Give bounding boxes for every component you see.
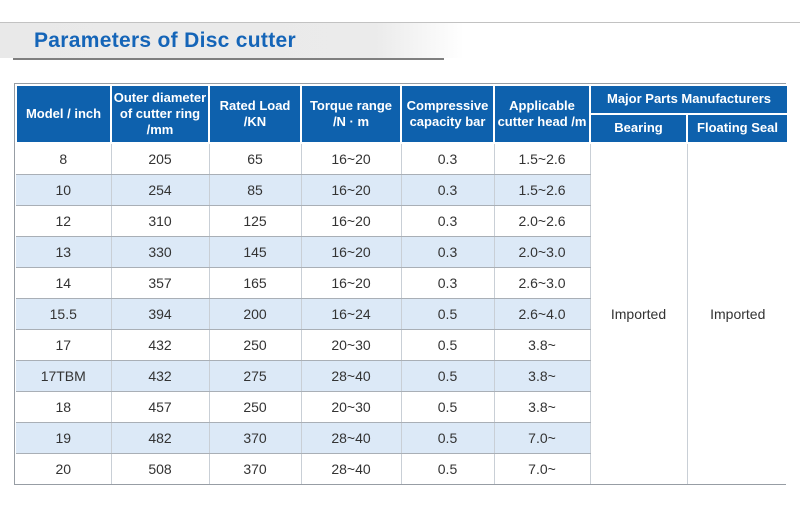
cell-outer-diameter: 254 <box>111 174 210 206</box>
cell-compressive: 0.5 <box>401 453 495 484</box>
cell-torque-range: 16~20 <box>301 267 402 299</box>
cell-rated-load: 275 <box>209 360 302 392</box>
table-row: 12 310 125 16~20 0.3 2.0~2.6 <box>16 205 788 237</box>
cell-outer-diameter: 482 <box>111 422 210 454</box>
cell-rated-load: 145 <box>209 236 302 268</box>
cell-outer-diameter: 432 <box>111 329 210 361</box>
cell-model: 20 <box>16 453 112 484</box>
table-body: 8 205 65 16~20 0.3 1.5~2.6 Imported Impo… <box>16 143 788 484</box>
cell-cutter-head: 7.0~ <box>494 422 591 454</box>
cell-outer-diameter: 457 <box>111 391 210 423</box>
table-row: 10 254 85 16~20 0.3 1.5~2.6 <box>16 174 788 206</box>
cell-outer-diameter: 310 <box>111 205 210 237</box>
table-row: 15.5 394 200 16~24 0.5 2.6~4.0 <box>16 298 788 330</box>
cell-compressive: 0.5 <box>401 422 495 454</box>
cell-rated-load: 370 <box>209 453 302 484</box>
cell-compressive: 0.5 <box>401 298 495 330</box>
cell-cutter-head: 1.5~2.6 <box>494 174 591 206</box>
table-header: Model / inch Outer diameter of cutter ri… <box>15 84 789 144</box>
cell-cutter-head: 2.6~3.0 <box>494 267 591 299</box>
table-row: 17 432 250 20~30 0.5 3.8~ <box>16 329 788 361</box>
cell-outer-diameter: 394 <box>111 298 210 330</box>
table-row: 17TBM 432 275 28~40 0.5 3.8~ <box>16 360 788 392</box>
col-header-outer-diameter: Outer diameter of cutter ring /mm <box>110 84 210 144</box>
cell-compressive: 0.3 <box>401 174 495 206</box>
cell-cutter-head: 3.8~ <box>494 360 591 392</box>
cell-model: 17 <box>16 329 112 361</box>
cell-torque-range: 16~20 <box>301 174 402 206</box>
cell-model: 13 <box>16 236 112 268</box>
col-header-rated-load: Rated Load /KN <box>208 84 302 144</box>
cell-compressive: 0.5 <box>401 391 495 423</box>
cell-compressive: 0.3 <box>401 236 495 268</box>
cell-cutter-head: 2.6~4.0 <box>494 298 591 330</box>
table-row: 18 457 250 20~30 0.5 3.8~ <box>16 391 788 423</box>
table-row: 20 508 370 28~40 0.5 7.0~ <box>16 453 788 484</box>
cell-torque-range: 20~30 <box>301 391 402 423</box>
cell-torque-range: 28~40 <box>301 360 402 392</box>
cell-outer-diameter: 432 <box>111 360 210 392</box>
cell-model: 12 <box>16 205 112 237</box>
col-header-model: Model / inch <box>15 84 112 144</box>
cell-outer-diameter: 508 <box>111 453 210 484</box>
cell-rated-load: 165 <box>209 267 302 299</box>
cell-compressive: 0.5 <box>401 329 495 361</box>
cell-torque-range: 20~30 <box>301 329 402 361</box>
cell-model: 18 <box>16 391 112 423</box>
parameters-table-wrap: Model / inch Outer diameter of cutter ri… <box>14 83 789 485</box>
cell-torque-range: 16~24 <box>301 298 402 330</box>
cell-compressive: 0.3 <box>401 143 495 175</box>
table-row: 19 482 370 28~40 0.5 7.0~ <box>16 422 788 454</box>
cell-rated-load: 85 <box>209 174 302 206</box>
cell-compressive: 0.3 <box>401 267 495 299</box>
cell-model: 19 <box>16 422 112 454</box>
cell-compressive: 0.5 <box>401 360 495 392</box>
cell-torque-range: 28~40 <box>301 453 402 484</box>
cell-cutter-head: 2.0~2.6 <box>494 205 591 237</box>
header-row-sub: Bearing Floating Seal <box>16 113 789 144</box>
cell-cutter-head: 3.8~ <box>494 391 591 423</box>
cell-rated-load: 125 <box>209 205 302 237</box>
col-header-compressive-capacity: Compressive capacity bar <box>400 84 495 144</box>
cell-compressive: 0.3 <box>401 205 495 237</box>
cell-torque-range: 16~20 <box>301 205 402 237</box>
cell-floating-seal-imported: Imported <box>687 143 788 484</box>
cell-model: 17TBM <box>16 360 112 392</box>
cell-torque-range: 16~20 <box>301 143 402 175</box>
cell-rated-load: 250 <box>209 329 302 361</box>
cell-cutter-head: 1.5~2.6 <box>494 143 591 175</box>
cell-cutter-head: 3.8~ <box>494 329 591 361</box>
table-row: 14 357 165 16~20 0.3 2.6~3.0 <box>16 267 788 299</box>
col-header-bearing: Bearing <box>589 113 688 144</box>
disc-cutter-parameters-table: Model / inch Outer diameter of cutter ri… <box>15 84 789 484</box>
cell-torque-range: 28~40 <box>301 422 402 454</box>
cell-model: 14 <box>16 267 112 299</box>
cell-bearing-imported: Imported <box>590 143 688 484</box>
cell-rated-load: 65 <box>209 143 302 175</box>
title-bar: Parameters of Disc cutter <box>0 22 800 60</box>
col-header-torque-range: Torque range /N · m <box>300 84 402 144</box>
cell-cutter-head: 2.0~3.0 <box>494 236 591 268</box>
cell-cutter-head: 7.0~ <box>494 453 591 484</box>
page-title: Parameters of Disc cutter <box>34 29 296 52</box>
col-header-cutter-head: Applicable cutter head /m <box>493 84 591 144</box>
cell-outer-diameter: 205 <box>111 143 210 175</box>
cell-model: 15.5 <box>16 298 112 330</box>
cell-model: 8 <box>16 143 112 175</box>
header-row-main: Model / inch Outer diameter of cutter ri… <box>15 84 789 144</box>
cell-outer-diameter: 357 <box>111 267 210 299</box>
table-row: 13 330 145 16~20 0.3 2.0~3.0 <box>16 236 788 268</box>
cell-torque-range: 16~20 <box>301 236 402 268</box>
cell-model: 10 <box>16 174 112 206</box>
cell-outer-diameter: 330 <box>111 236 210 268</box>
col-group-major-parts: Major Parts Manufacturers <box>589 84 789 115</box>
col-header-floating-seal: Floating Seal <box>686 113 789 144</box>
cell-rated-load: 200 <box>209 298 302 330</box>
cell-rated-load: 250 <box>209 391 302 423</box>
cell-rated-load: 370 <box>209 422 302 454</box>
table-row: 8 205 65 16~20 0.3 1.5~2.6 Imported Impo… <box>16 143 788 484</box>
title-underline <box>13 58 444 60</box>
